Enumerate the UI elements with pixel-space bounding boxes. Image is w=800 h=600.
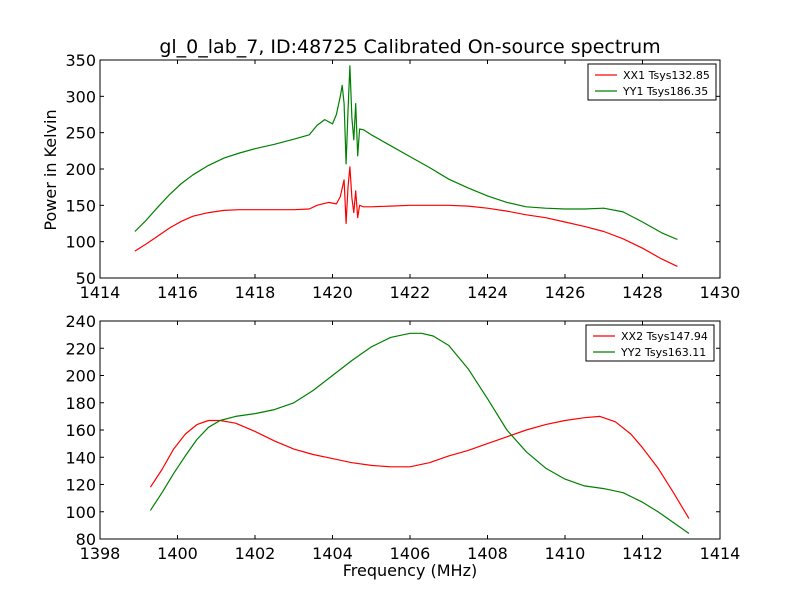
x-tick-label: 1402 [235,544,276,563]
x-tick-label: 1426 [545,283,586,302]
chart-title: gl_0_lab_7, ID:48725 Calibrated On-sourc… [159,36,660,58]
x-axis-label: Frequency (MHz) [343,561,477,580]
bottom-panel: 1398 1400 1402 1404 1406 1408 1410 1412 1414 80 10… [65,312,740,563]
y-tick-label: 50 [76,269,96,288]
x-tick-label: 1420 [312,283,353,302]
y-tick-label: 200 [65,160,96,179]
x-tick-label: 1410 [545,544,586,563]
y-tick-label: 80 [76,530,96,549]
x-tick-label: 1418 [235,283,276,302]
legend-box [587,63,717,101]
y-tick-label: 240 [65,312,96,331]
x-tick-label: 1428 [622,283,663,302]
y-tick-label: 140 [65,448,96,467]
legend-box [585,324,715,362]
top-panel: 1414 1416 1418 1420 1422 1424 1426 1428 1430 50 10… [65,51,740,302]
series-line-2-1 [149,415,690,519]
series-line-2-2 [149,332,690,534]
y-tick-label: 220 [65,339,96,358]
y-tick-label: 100 [65,233,96,252]
x-tick-label: 1422 [390,283,431,302]
x-tick-label: 1414 [80,283,121,302]
y-tick-label: 200 [65,367,96,386]
x-tick-label: 1398 [80,544,121,563]
x-tick-label: 1412 [622,544,663,563]
y-tick-label: 350 [65,51,96,70]
series-line-1-2 [134,65,678,241]
x-tick-label: 1416 [157,283,198,302]
y-tick-label: 180 [65,394,96,413]
x-tick-label: 1406 [390,544,431,563]
y-tick-label: 160 [65,421,96,440]
x-tick-label: 1408 [467,544,508,563]
y-axis-label: Power in Kelvin [41,109,60,230]
x-tick-label: 1404 [312,544,353,563]
x-tick-label: 1430 [700,283,741,302]
legend-label: XX2 Tsys147.94 [621,330,708,343]
y-tick-label: 150 [65,196,96,215]
x-tick-label: 1414 [700,544,741,563]
x-tick-label: 1400 [157,544,198,563]
series-line-1-1 [134,166,678,267]
y-tick-label: 250 [65,124,96,143]
legend-label: YY1 Tsys186.35 [622,85,708,98]
y-tick-label: 120 [65,476,96,495]
legend-label: XX1 Tsys132.85 [623,69,710,82]
y-tick-label: 300 [65,87,96,106]
x-tick-label: 1424 [467,283,508,302]
legend-label: YY2 Tsys163.11 [620,346,706,359]
y-tick-label: 100 [65,503,96,522]
